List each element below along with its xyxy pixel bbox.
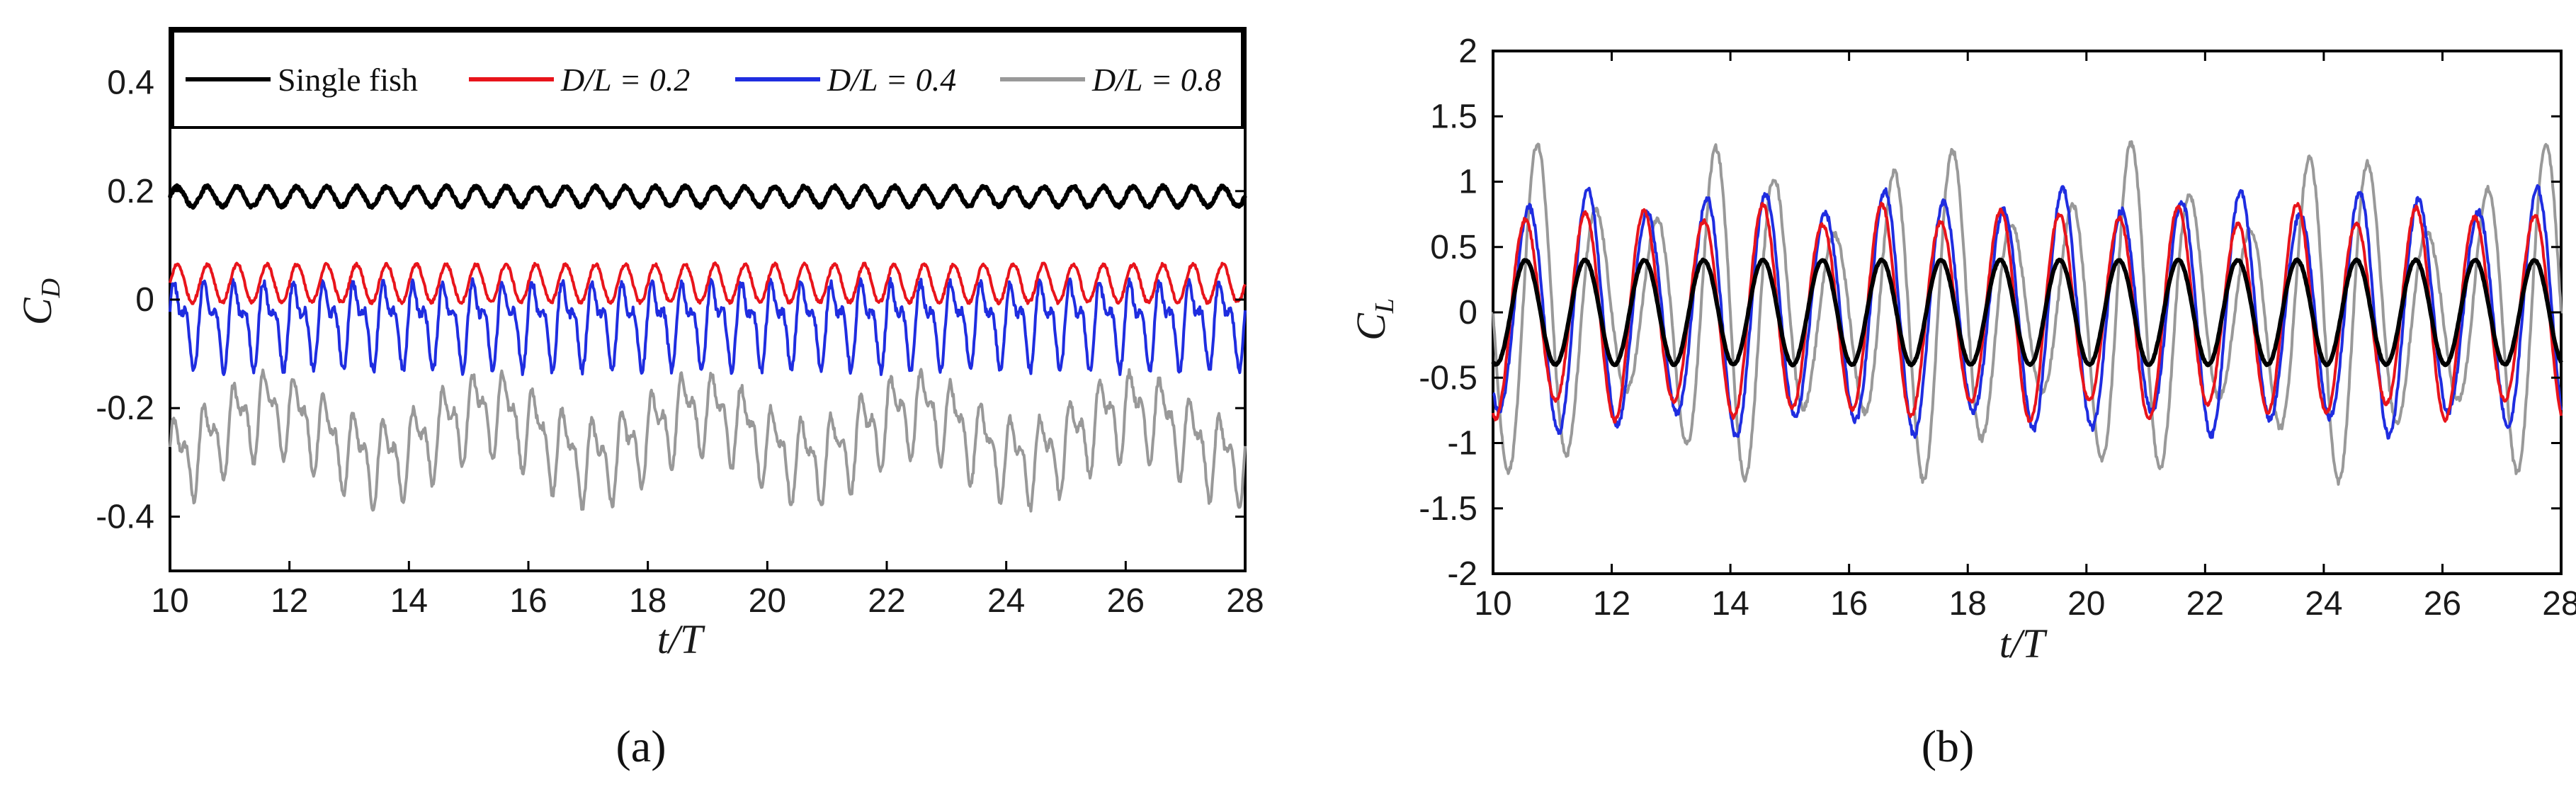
svg-text:CD: CD xyxy=(14,278,66,325)
svg-text:CL: CL xyxy=(1348,298,1400,341)
panel-a-ticks: 10 12 14 16 18 20 22 24 26 28 -0.4 -0.2 0 0.2 0.4 xyxy=(96,28,1264,620)
series-line-d-l-0-2 xyxy=(169,261,1247,306)
panel-b-y-axis-label: CL xyxy=(1348,298,1400,341)
panel-b-x-axis-label: t/T xyxy=(1999,620,2048,667)
x-tick-label: 10 xyxy=(1474,585,1511,623)
y-tick-label: 2 xyxy=(1458,33,1477,70)
y-tick-label: 0.2 xyxy=(107,173,154,210)
x-tick-label: 20 xyxy=(749,582,786,620)
legend-label-dl04: D/L = 0.4 xyxy=(827,62,956,98)
y-tick-label: -2 xyxy=(1447,555,1477,593)
y-tick-label: -0.4 xyxy=(96,498,154,535)
x-tick-label: 12 xyxy=(271,582,308,620)
x-tick-label: 16 xyxy=(509,582,547,620)
y-tick-label: -0.5 xyxy=(1419,359,1477,397)
y-tick-label: 0.5 xyxy=(1430,229,1477,266)
panel-a-chart: 10 12 14 16 18 20 22 24 26 28 -0.4 -0.2 0 0.2 0.4 Sing… xyxy=(14,27,1264,771)
y-tick-label: -1 xyxy=(1447,425,1477,463)
series-line-d-l-0-4 xyxy=(169,276,1247,376)
legend-label-single-fish: Single fish xyxy=(278,62,418,98)
y-tick-label: 1.5 xyxy=(1430,98,1477,135)
series-line-single-fish xyxy=(168,183,1247,210)
x-tick-label: 28 xyxy=(2542,585,2576,623)
x-tick-label: 22 xyxy=(2186,585,2224,623)
series-line-single-fish xyxy=(1491,257,2563,368)
x-tick-label: 10 xyxy=(151,582,188,620)
x-tick-label: 24 xyxy=(2305,585,2342,623)
panel-b-label: (b) xyxy=(1922,721,1975,771)
x-tick-label: 18 xyxy=(629,582,666,620)
panel-a-y-axis-label: CD xyxy=(14,278,66,325)
series-line-d-l-0-8 xyxy=(169,368,1247,513)
x-tick-label: 14 xyxy=(390,582,428,620)
x-tick-label: 24 xyxy=(987,582,1025,620)
x-tick-label: 26 xyxy=(2424,585,2461,623)
x-tick-label: 14 xyxy=(1711,585,1749,623)
x-tick-label: 16 xyxy=(1830,585,1868,623)
x-tick-label: 22 xyxy=(868,582,905,620)
panel-a-legend: Single fish D/L = 0.2 D/L = 0.4 D/L = 0.… xyxy=(171,30,1244,129)
x-tick-label: 12 xyxy=(1593,585,1630,623)
y-tick-label: -1.5 xyxy=(1419,490,1477,528)
y-tick-label: 0.4 xyxy=(107,64,154,102)
panel-a-series-group xyxy=(168,183,1247,513)
y-tick-label: 0 xyxy=(135,281,154,319)
panel-a-label: (a) xyxy=(615,721,666,771)
series-line-d-l-0-2 xyxy=(1492,201,2563,424)
series-line-d-l-0-8 xyxy=(1492,140,2563,486)
y-tick-label: -0.2 xyxy=(96,390,154,427)
panel-b-ticks: 10 12 14 16 18 20 22 24 26 28 -2 -1.5 -1 -0.5 0 0.5 1 1.5… xyxy=(1419,33,2576,623)
x-tick-label: 26 xyxy=(1107,582,1145,620)
panel-b-chart: 10 12 14 16 18 20 22 24 26 28 -2 -1.5 -1 -0.5 0 0.5 1 1.5… xyxy=(1348,33,2576,771)
panel-a-x-axis-label: t/T xyxy=(657,616,705,662)
legend-label-dl02: D/L = 0.2 xyxy=(560,62,690,98)
legend-label-dl08: D/L = 0.8 xyxy=(1091,62,1221,98)
x-tick-label: 28 xyxy=(1226,582,1264,620)
y-tick-label: 0 xyxy=(1458,294,1477,331)
y-tick-label: 1 xyxy=(1458,164,1477,201)
x-tick-label: 20 xyxy=(2067,585,2105,623)
panel-b-series-group xyxy=(1491,140,2563,486)
x-tick-label: 18 xyxy=(1949,585,1987,623)
